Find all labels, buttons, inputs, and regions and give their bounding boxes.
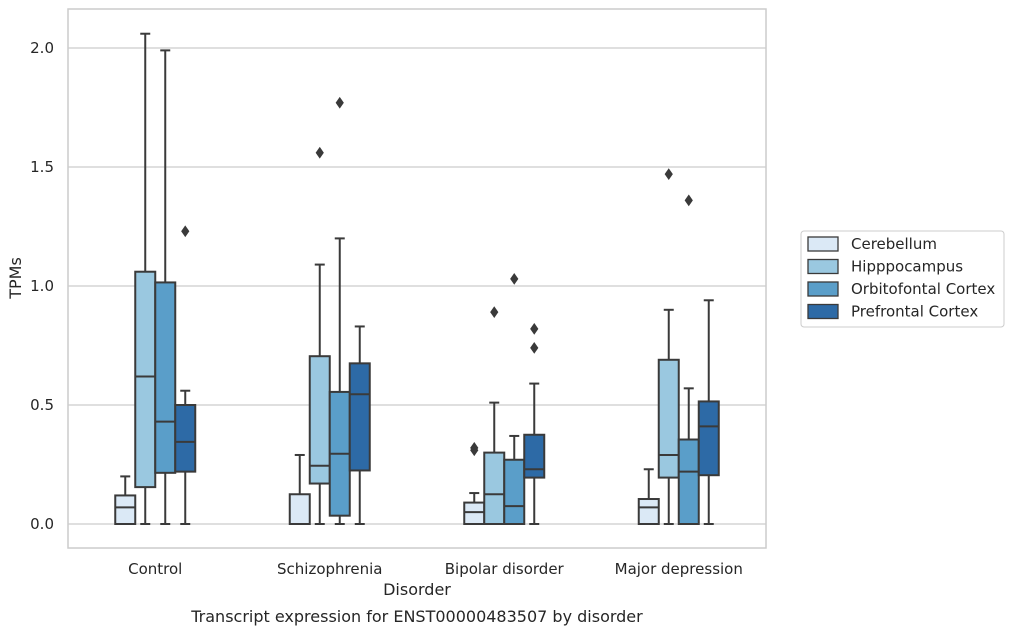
legend-frame [800,230,1005,328]
box-cerebellum [114,475,137,526]
box-iqr [657,358,680,479]
box-iqr [677,438,700,526]
legend-label: Hipppocampus [851,258,963,276]
box-hipppocampus [657,168,680,525]
y-tick-label: 1.5 [30,158,54,176]
y-tick-label: 2.0 [30,39,54,57]
box-iqr [503,458,526,525]
box-cerebellum [288,453,311,525]
legend-label: Cerebellum [851,235,937,253]
outlier-point [470,441,479,454]
plot-frame [67,8,767,549]
box-iqr [637,498,660,526]
x-tick-label: Bipolar disorder [445,560,565,578]
x-tick-label: Schizophrenia [277,560,382,578]
outlier-point [664,168,673,181]
box-iqr [174,404,197,473]
box-iqr [463,501,486,525]
box-cerebellum [637,468,660,526]
chart-caption: Transcript expression for ENST0000048350… [190,607,643,626]
x-tick-label: Control [128,560,182,578]
legend-swatch [807,258,839,275]
box-iqr [288,493,311,525]
box-prefrontal-cortex [523,322,546,525]
box-iqr [154,281,177,474]
legend-swatch [807,281,839,297]
x-tick-labels: Control Schizophrenia Bipolar disorder Majo… [128,560,743,578]
box-orbitofontal-cortex [328,96,351,525]
box-iqr [308,355,331,485]
outlier-point [490,306,499,319]
legend: Cerebellum Hipppocampus Orbitofontal Corte… [800,230,1005,328]
box-orbitofontal-cortex [503,272,526,525]
box-iqr [697,400,720,477]
x-axis-label: Disorder [383,580,451,599]
y-axis-label: TPMs [6,257,25,300]
boxes-group [114,32,720,526]
box-hipppocampus [308,146,331,525]
box-hipppocampus [134,32,157,525]
legend-label: Orbitofontal Cortex [851,280,995,298]
outlier-point [335,96,344,109]
box-hipppocampus [483,306,506,526]
box-orbitofontal-cortex [154,49,177,525]
legend-label: Prefrontal Cortex [851,303,978,321]
legend-swatch [807,303,839,320]
outlier-point [510,272,519,285]
x-tick-label: Major depression [615,560,743,578]
box-iqr [134,270,157,489]
box-prefrontal-cortex [174,225,197,525]
box-iqr [348,362,371,472]
y-tick-label: 1.0 [30,277,54,295]
box-iqr [523,433,546,479]
outlier-point [530,322,539,335]
box-prefrontal-cortex [697,299,720,525]
outlier-point [315,146,324,159]
outlier-point [684,194,693,207]
y-tick-label: 0.5 [30,396,54,414]
outlier-point [181,225,190,238]
legend-swatch [807,236,839,252]
box-prefrontal-cortex [348,325,371,525]
outlier-point [530,342,539,354]
box-iqr [483,451,506,526]
box-orbitofontal-cortex [677,194,700,526]
box-cerebellum [463,441,486,525]
box-iqr [114,494,137,526]
y-tick-label: 0.0 [30,515,54,533]
y-tick-labels: 0.0 0.5 1.0 1.5 2.0 [30,39,54,533]
